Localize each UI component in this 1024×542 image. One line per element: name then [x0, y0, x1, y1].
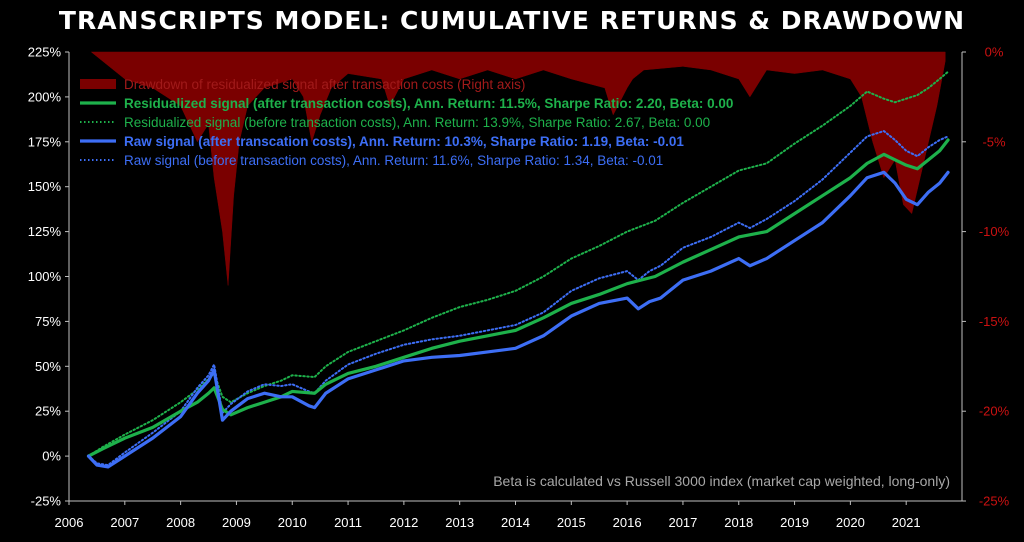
solid-series-line	[86, 138, 950, 458]
series-lines-layer	[86, 70, 950, 469]
legend-swatch-drawdown	[80, 79, 116, 89]
x-tick-label: 2016	[613, 515, 642, 530]
x-tick-label: 2012	[389, 515, 418, 530]
drawdown-area	[90, 51, 946, 286]
left-tick-label: 50%	[35, 359, 61, 374]
left-tick-label: 200%	[28, 89, 62, 104]
left-tick-label: 75%	[35, 314, 61, 329]
left-tick-label: 125%	[28, 224, 62, 239]
x-tick-label: 2006	[55, 515, 84, 530]
x-tick-label: 2021	[892, 515, 921, 530]
x-tick-label: 2013	[445, 515, 474, 530]
solid-series-line	[86, 170, 950, 469]
right-tick-label: -10%	[979, 224, 1010, 239]
x-tick-label: 2008	[166, 515, 195, 530]
left-tick-label: 25%	[35, 404, 61, 419]
legend-label: Residualized signal (before transaction …	[124, 115, 710, 130]
chart-title: TRANSCRIPTS MODEL: CUMULATIVE RETURNS & …	[58, 6, 966, 35]
legend: Drawdown of residualized signal after tr…	[80, 77, 733, 168]
left-tick-label: 225%	[28, 45, 62, 60]
right-tick-label: 0%	[985, 45, 1004, 60]
x-tick-label: 2007	[110, 515, 139, 530]
legend-label: Raw signal (after transcation costs), An…	[124, 134, 684, 149]
left-tick-label: 100%	[28, 269, 62, 284]
left-tick-label: 150%	[28, 179, 62, 194]
left-tick-label: 0%	[42, 449, 61, 464]
x-tick-label: 2018	[724, 515, 753, 530]
x-tick-label: 2015	[557, 515, 586, 530]
x-tick-label: 2019	[780, 515, 809, 530]
legend-label: Drawdown of residualized signal after tr…	[124, 77, 525, 92]
x-tick-label: 2009	[222, 515, 251, 530]
x-tick-label: 2017	[668, 515, 697, 530]
beta-note: Beta is calculated vs Russell 3000 index…	[493, 473, 950, 489]
x-tick-label: 2014	[501, 515, 530, 530]
right-tick-label: -20%	[979, 404, 1010, 419]
right-tick-label: -5%	[982, 134, 1006, 149]
x-tick-label: 2010	[278, 515, 307, 530]
right-tick-label: -25%	[979, 494, 1010, 509]
x-tick-label: 2020	[836, 515, 865, 530]
left-tick-label: 175%	[28, 134, 62, 149]
legend-label: Raw signal (before transaction costs), A…	[124, 153, 663, 168]
x-tick-label: 2011	[334, 515, 362, 530]
left-tick-label: -25%	[31, 494, 62, 509]
drawdown-area-layer	[90, 51, 946, 286]
legend-label: Residualized signal (after transaction c…	[124, 96, 733, 111]
right-tick-label: -15%	[979, 314, 1010, 329]
axes-layer: -25% 0% 25% 50% 75% 100% 125% 150% 175% 200% 225% 0…	[28, 45, 1010, 531]
dotted-series-line	[87, 130, 950, 467]
